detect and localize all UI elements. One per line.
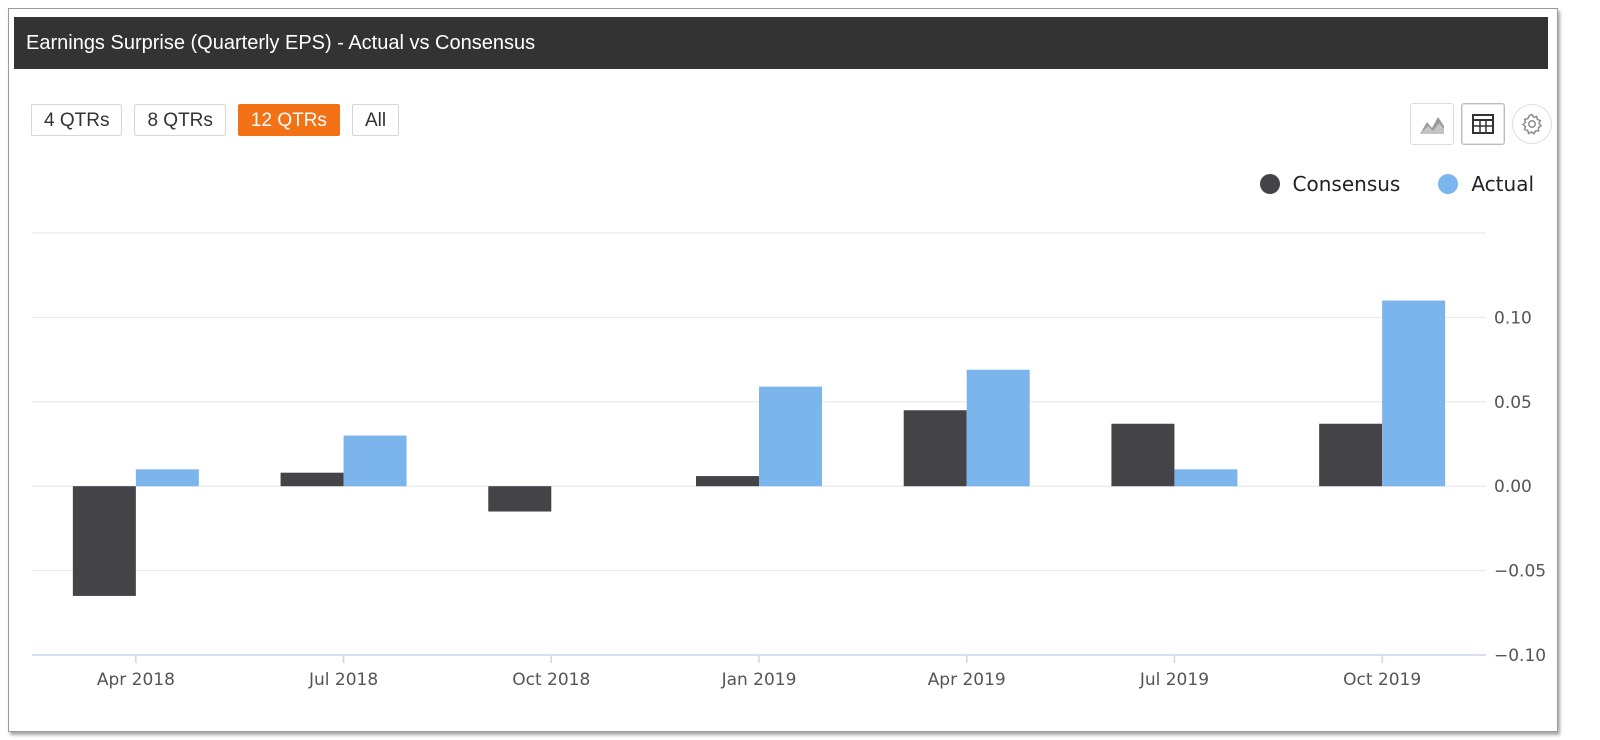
consensus-legend-marker xyxy=(1259,174,1280,194)
x-tick-label: Jul 2018 xyxy=(308,670,378,690)
bar-consensus xyxy=(696,476,759,487)
bar-consensus xyxy=(903,410,967,487)
range-12-qtrs-button[interactable]: 12 QTRs xyxy=(237,104,340,136)
chart-view-button[interactable] xyxy=(1410,103,1454,145)
chart-legend: Consensus Actual xyxy=(1259,172,1534,196)
bar-consensus xyxy=(280,472,344,487)
y-tick-label: 0.00 xyxy=(1494,477,1532,497)
bar-consensus xyxy=(1111,423,1175,487)
x-tick-label: Jan 2019 xyxy=(721,670,797,690)
area-chart-icon xyxy=(1420,117,1444,134)
bar-consensus xyxy=(488,486,552,512)
bar-consensus xyxy=(1319,423,1383,487)
gear-icon xyxy=(1521,113,1543,135)
legend-label-consensus: Consensus xyxy=(1292,172,1401,196)
table-view-button[interactable] xyxy=(1461,103,1505,145)
legend-item-actual[interactable]: Actual xyxy=(1438,172,1534,196)
settings-button[interactable] xyxy=(1512,104,1552,144)
x-tick-label: Apr 2018 xyxy=(97,670,175,690)
table-icon xyxy=(1472,114,1494,134)
y-tick-label: −0.10 xyxy=(1494,646,1546,666)
y-tick-label: 0.10 xyxy=(1494,308,1532,328)
view-toolbar xyxy=(1410,103,1552,145)
range-selector: 4 QTRs 8 QTRs 12 QTRs All xyxy=(31,104,400,136)
y-tick-label: −0.05 xyxy=(1494,562,1546,582)
x-tick-label: Oct 2019 xyxy=(1343,670,1421,690)
bar-actual xyxy=(135,469,199,487)
bar-actual xyxy=(759,386,822,487)
range-8-qtrs-button[interactable]: 8 QTRs xyxy=(134,104,226,136)
bar-actual xyxy=(966,369,1030,487)
legend-label-actual: Actual xyxy=(1471,172,1534,196)
panel-title: Earnings Surprise (Quarterly EPS) - Actu… xyxy=(14,17,1548,69)
legend-item-consensus[interactable]: Consensus xyxy=(1259,172,1401,196)
y-tick-label: 0.05 xyxy=(1494,393,1532,413)
range-all-button[interactable]: All xyxy=(351,104,400,136)
bar-actual xyxy=(1382,300,1446,487)
range-4-qtrs-button[interactable]: 4 QTRs xyxy=(31,104,123,136)
bar-actual xyxy=(343,435,407,487)
bar-consensus xyxy=(72,486,136,596)
bar-actual xyxy=(1174,469,1238,487)
x-tick-label: Jul 2019 xyxy=(1139,670,1209,690)
x-tick-label: Oct 2018 xyxy=(512,670,590,690)
actual-legend-marker xyxy=(1438,174,1459,194)
x-tick-label: Apr 2019 xyxy=(928,670,1006,690)
